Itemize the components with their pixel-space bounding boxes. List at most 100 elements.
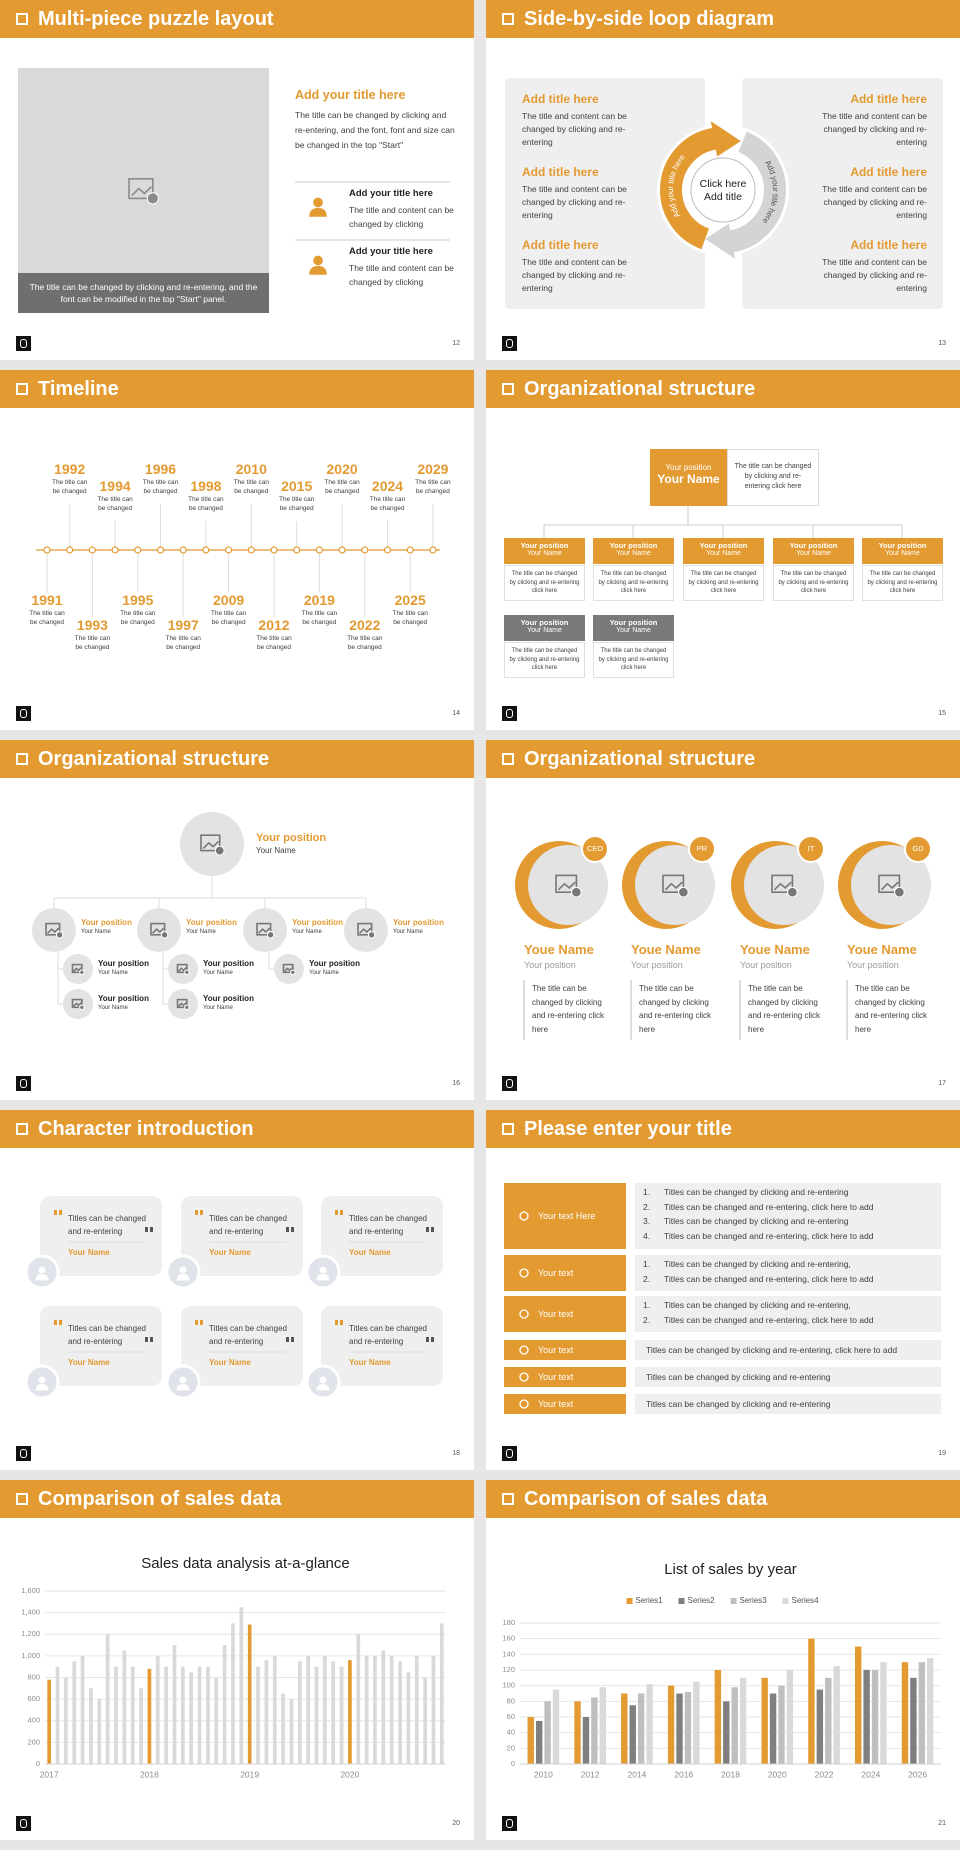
box-text: The title can be changed by clicking and… bbox=[862, 565, 943, 601]
card-position: Your position bbox=[740, 960, 792, 970]
item-text: The title and content can be changed by … bbox=[522, 184, 627, 220]
item-title: Add title here bbox=[850, 165, 927, 179]
timeline-dot bbox=[202, 546, 210, 554]
bar bbox=[130, 1666, 135, 1764]
page-number: 20 bbox=[452, 1820, 460, 1827]
logo bbox=[502, 706, 517, 721]
quote-text: Titles can be changed and re-entering bbox=[209, 1214, 287, 1236]
box-header: Your position Your Name bbox=[593, 538, 674, 564]
image-icon bbox=[184, 969, 190, 976]
bar bbox=[599, 1687, 606, 1764]
image-icon bbox=[771, 874, 794, 893]
image-icon bbox=[178, 967, 187, 972]
header-checkbox bbox=[16, 383, 28, 395]
page-number: 15 bbox=[938, 710, 946, 717]
top-box: Your position Your Name bbox=[650, 449, 727, 506]
y-tick-label: 180 bbox=[502, 1618, 515, 1627]
logo bbox=[16, 336, 31, 351]
legend-label: Series1 bbox=[636, 1596, 664, 1605]
badge bbox=[797, 835, 825, 863]
card-text: The title can be changed by clicking and… bbox=[855, 984, 928, 1034]
bar bbox=[761, 1677, 768, 1764]
box-position: Your position bbox=[878, 541, 927, 550]
card-name: Youe Name bbox=[524, 942, 594, 957]
box-text: The title can be changed by clicking and… bbox=[773, 565, 854, 601]
header-checkbox bbox=[502, 383, 514, 395]
body-text: The title can be changed by clicking and… bbox=[295, 110, 455, 150]
branch-position: Your position bbox=[81, 918, 132, 927]
image-icon bbox=[787, 886, 798, 898]
slide: Comparison of sales data 21 List of sales … bbox=[486, 1480, 960, 1840]
header-checkbox bbox=[502, 1123, 514, 1135]
y-tick-label: 0 bbox=[511, 1759, 515, 1768]
item-text: Titles can be changed by clicking and re… bbox=[664, 1300, 851, 1310]
image-icon bbox=[878, 874, 901, 893]
bar bbox=[147, 1668, 152, 1764]
event-year: 1991 bbox=[31, 592, 63, 608]
arrow-orange bbox=[710, 121, 741, 157]
box-position: Your position bbox=[699, 541, 748, 550]
box-header: Your position Your Name bbox=[773, 538, 854, 564]
person-icon bbox=[313, 197, 323, 208]
y-tick-label: 400 bbox=[27, 1716, 40, 1725]
slide: Timeline 14 1991 The title can be changed 19… bbox=[0, 370, 474, 730]
content-box bbox=[635, 1183, 941, 1249]
badge-label: IT bbox=[808, 844, 815, 853]
x-tick-label: 2020 bbox=[768, 1769, 787, 1779]
page-number: 21 bbox=[938, 1820, 946, 1827]
event-text: The title can be changed bbox=[165, 635, 201, 651]
y-tick-label: 100 bbox=[502, 1681, 515, 1690]
content-box bbox=[635, 1340, 941, 1360]
y-tick-label: 80 bbox=[507, 1696, 515, 1705]
slide-title: Timeline bbox=[38, 378, 119, 400]
bar bbox=[381, 1650, 386, 1764]
row-label: Your text bbox=[538, 1345, 574, 1355]
item-number: 2. bbox=[643, 1314, 651, 1325]
x-tick-label: 2018 bbox=[721, 1769, 740, 1779]
quote-mark bbox=[340, 1210, 343, 1215]
quote-card bbox=[321, 1196, 443, 1276]
branch-position: Your position bbox=[393, 918, 444, 927]
bar bbox=[373, 1655, 377, 1764]
quote-mark bbox=[195, 1210, 198, 1215]
connector bbox=[57, 952, 63, 1005]
slide: Please enter your title 19 Your text Here 1… bbox=[486, 1110, 960, 1470]
slide-graphics bbox=[32, 812, 388, 1019]
item-text: Titles can be changed by clicking and re… bbox=[664, 1187, 849, 1197]
timeline-dot bbox=[429, 546, 437, 554]
item-title: Add title here bbox=[850, 92, 927, 106]
image-icon bbox=[664, 881, 683, 891]
chart-title: Sales data analysis at-a-glance bbox=[141, 1555, 349, 1572]
legend-label: Series4 bbox=[792, 1596, 820, 1605]
slide-title: Side-by-side loop diagram bbox=[524, 8, 775, 30]
bar bbox=[297, 1661, 302, 1764]
slide-graphics bbox=[18, 68, 450, 313]
image-icon bbox=[152, 927, 165, 934]
quote-text: Titles can be changed and re-entering bbox=[349, 1214, 427, 1236]
image-icon bbox=[214, 845, 225, 856]
bar bbox=[89, 1688, 93, 1764]
item-text: Titles can be changed and re-entering, c… bbox=[664, 1230, 874, 1241]
item-title: Add your title here bbox=[349, 188, 433, 199]
center-label: Add title bbox=[704, 191, 742, 203]
header-checkbox bbox=[16, 1123, 28, 1135]
quote-mark bbox=[59, 1320, 62, 1325]
y-tick-label: 0 bbox=[36, 1759, 40, 1768]
image-icon bbox=[202, 840, 220, 849]
quote-card bbox=[181, 1196, 303, 1276]
person-icon bbox=[35, 1274, 49, 1281]
slide-header: Side-by-side loop diagram bbox=[486, 0, 960, 38]
quote-mark bbox=[150, 1337, 153, 1342]
event-text: The title can be changed bbox=[256, 635, 292, 651]
timeline-dot bbox=[247, 546, 255, 554]
timeline-dot bbox=[383, 546, 392, 554]
branch-position: Your position bbox=[186, 918, 237, 927]
box-header: Your position Your Name bbox=[593, 615, 674, 641]
bar bbox=[47, 1679, 52, 1764]
slide-title: Organizational structure bbox=[524, 748, 756, 770]
slide-graphics bbox=[36, 504, 440, 617]
quote-mark bbox=[291, 1227, 294, 1232]
logo-mark bbox=[506, 1079, 513, 1088]
item-text: The title and content can be changed by … bbox=[822, 257, 927, 293]
chart-title: List of sales by year bbox=[664, 1561, 797, 1578]
